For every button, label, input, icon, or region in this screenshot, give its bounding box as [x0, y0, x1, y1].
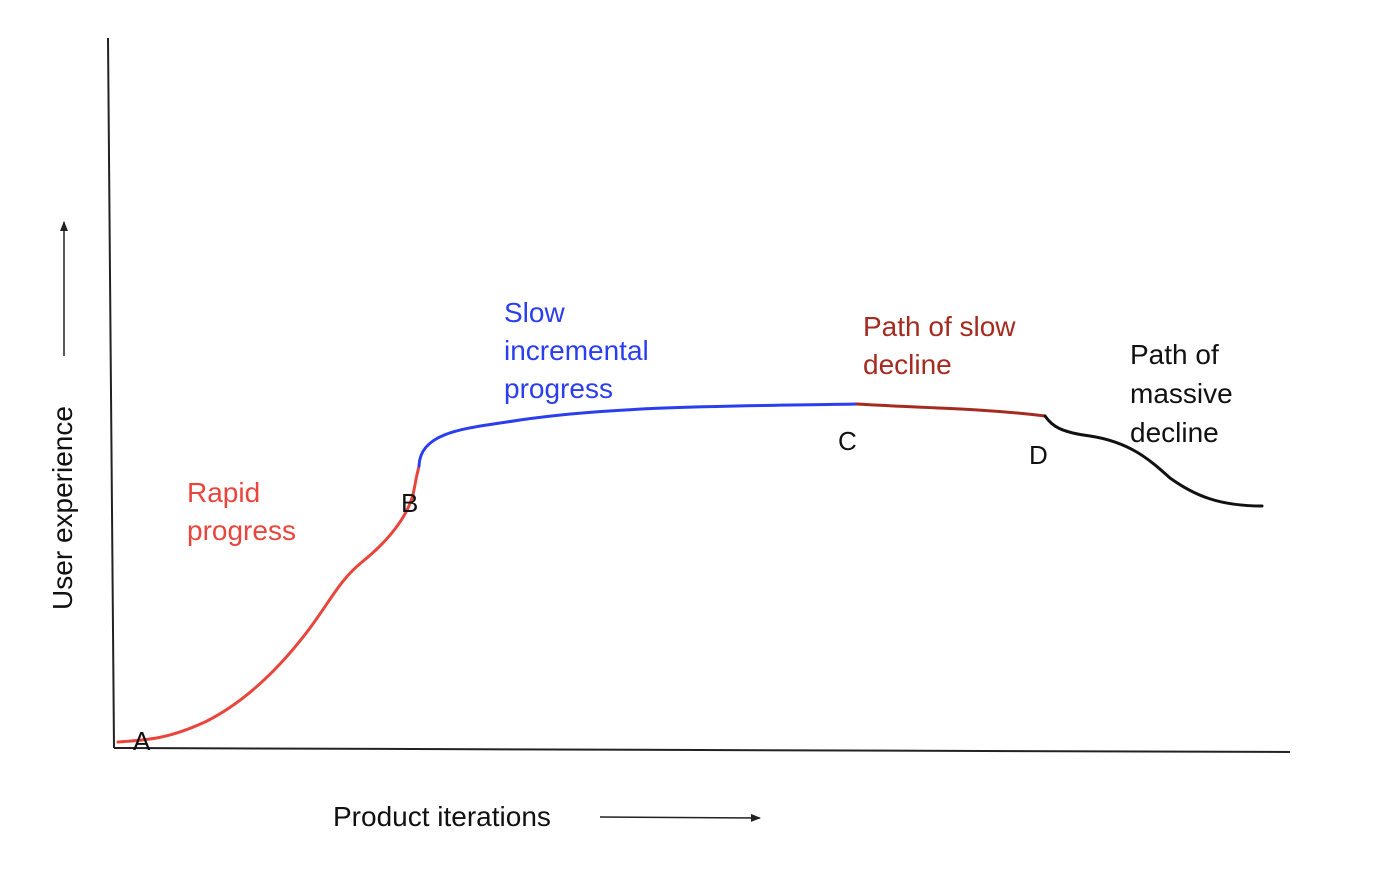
- slow-progress-annotation: Slow incremental progress: [504, 297, 649, 404]
- point-d-label: D: [1029, 440, 1048, 470]
- slow-progress-line3: progress: [504, 373, 613, 404]
- rapid-progress-annotation: Rapid progress: [187, 477, 296, 546]
- x-axis-arrow: [599, 813, 761, 822]
- slow-decline-line1: Path of slow: [863, 311, 1016, 342]
- massive-decline-annotation: Path of massive decline: [1130, 339, 1233, 448]
- point-a-label: A: [133, 726, 151, 756]
- massive-decline-line2: massive: [1130, 378, 1233, 409]
- massive-decline-line1: Path of: [1130, 339, 1219, 370]
- slow-decline-curve: [855, 402, 1047, 418]
- x-axis: [113, 747, 1291, 753]
- rapid-progress-curve: [116, 464, 421, 744]
- slow-progress-curve: [417, 402, 859, 468]
- rapid-progress-line2: progress: [187, 515, 296, 546]
- point-c-label: C: [838, 426, 857, 456]
- slow-decline-annotation: Path of slow decline: [863, 311, 1016, 380]
- slow-progress-line2: incremental: [504, 335, 649, 366]
- massive-decline-line3: decline: [1130, 417, 1219, 448]
- y-axis-label: User experience: [47, 406, 78, 610]
- x-axis-label: Product iterations: [333, 801, 551, 832]
- point-b-label: B: [401, 488, 418, 518]
- rapid-progress-line1: Rapid: [187, 477, 260, 508]
- massive-decline-curve: [1043, 414, 1264, 508]
- slow-progress-line1: Slow: [504, 297, 565, 328]
- y-axis: [107, 37, 115, 749]
- slow-decline-line2: decline: [863, 349, 952, 380]
